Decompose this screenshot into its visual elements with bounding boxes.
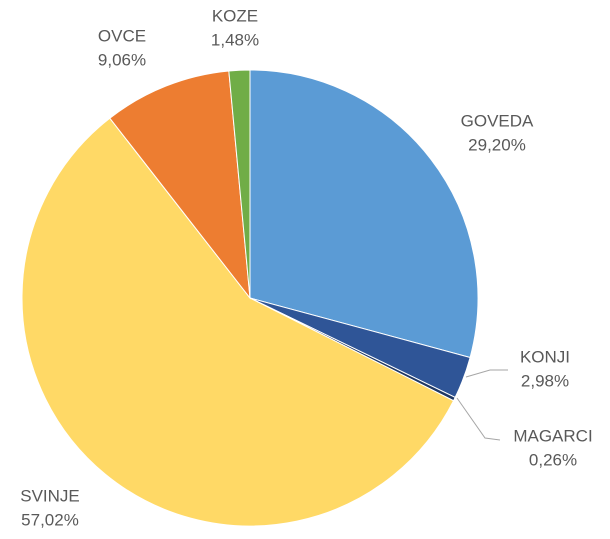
pie-slice [249,69,479,359]
slice-value-label: 1,48% [211,30,259,49]
slice-label: MAGARCI [513,426,592,445]
pie-slice [109,70,251,300]
slice-value-label: 57,02% [21,510,79,529]
pie-slice [228,69,251,299]
leader-line [465,369,508,378]
slice-label: OVCE [98,26,146,45]
slice-value-label: 2,98% [521,371,569,390]
slice-label: GOVEDA [461,111,534,130]
slice-label: KONJI [520,347,570,366]
slice-label: SVINJE [20,486,80,505]
slice-value-label: 29,20% [468,135,526,154]
slice-label: KOZE [212,6,258,25]
slice-value-label: 0,26% [529,450,577,469]
slice-value-label: 9,06% [98,50,146,69]
leader-line [456,397,501,441]
pie-slice [21,117,455,527]
